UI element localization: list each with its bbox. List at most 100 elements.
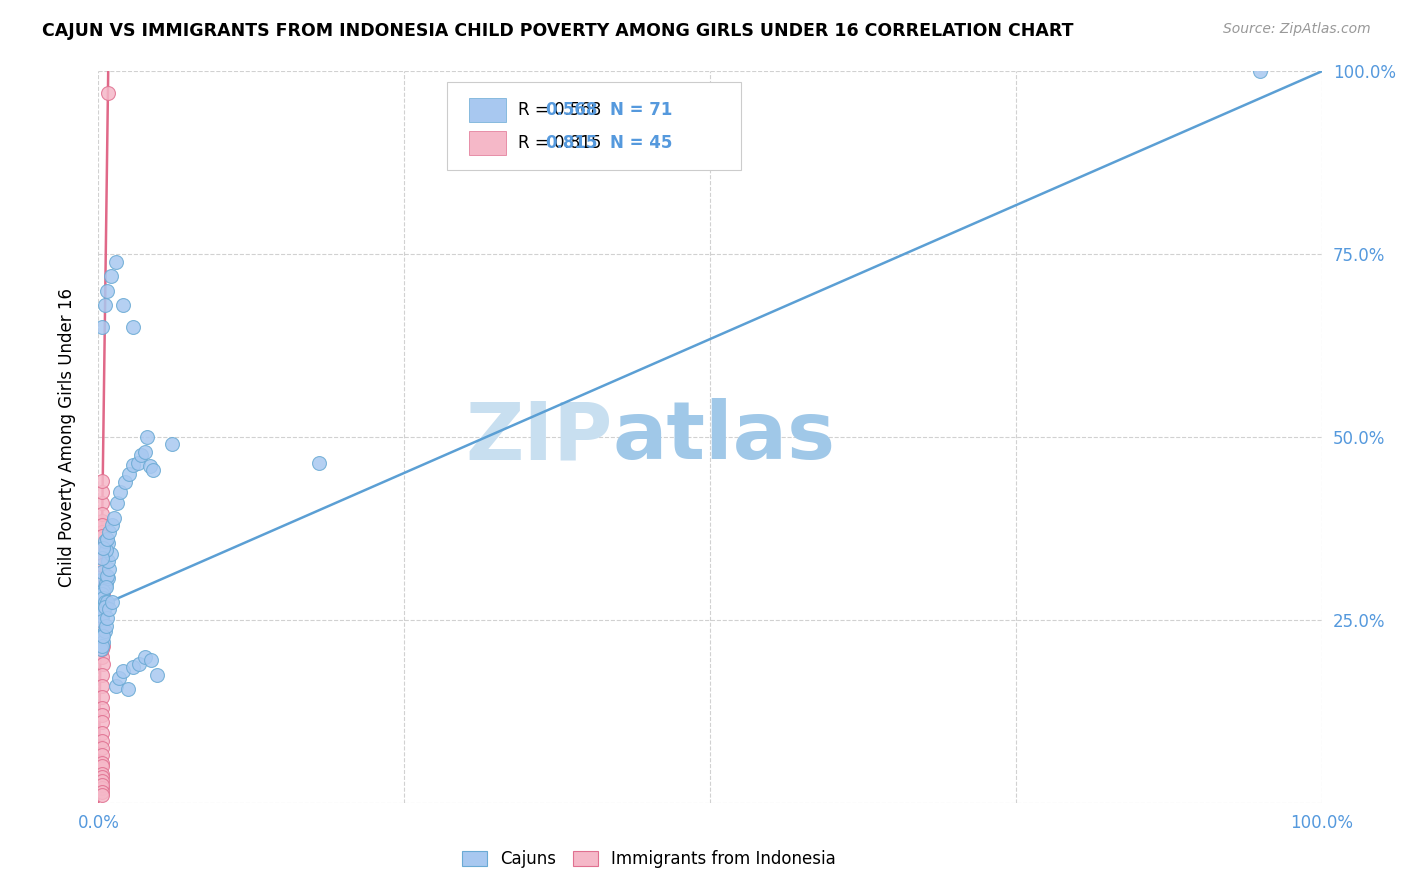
Point	[91, 639, 114, 653]
Point	[91, 649, 114, 664]
Text: R = 0.568: R = 0.568	[517, 101, 602, 120]
Text: CAJUN VS IMMIGRANTS FROM INDONESIA CHILD POVERTY AMONG GIRLS UNDER 16 CORRELATIO: CAJUN VS IMMIGRANTS FROM INDONESIA CHILD…	[42, 22, 1074, 40]
Point	[97, 570, 120, 584]
Text: N = 71: N = 71	[610, 101, 672, 120]
FancyBboxPatch shape	[447, 82, 741, 170]
Point	[103, 510, 125, 524]
Point	[117, 682, 139, 697]
Point	[91, 496, 114, 510]
Point	[114, 475, 136, 490]
Point	[91, 320, 114, 334]
Point	[91, 485, 114, 500]
Point	[98, 562, 121, 576]
Point	[91, 642, 114, 657]
Point	[90, 642, 112, 657]
Point	[91, 566, 114, 580]
Point	[110, 485, 132, 500]
Point	[129, 449, 152, 463]
Point	[94, 599, 117, 613]
Point	[111, 664, 134, 678]
Point	[91, 679, 114, 693]
Text: N = 45: N = 45	[610, 134, 672, 152]
Point	[93, 594, 115, 608]
Point	[98, 525, 121, 540]
Point	[91, 770, 114, 784]
Point	[91, 632, 114, 646]
Point	[90, 573, 112, 587]
Point	[91, 606, 114, 620]
Point	[91, 536, 114, 550]
Point	[91, 726, 114, 740]
Point	[96, 594, 118, 608]
Point	[91, 615, 114, 629]
Point	[97, 87, 120, 101]
Point	[91, 635, 114, 649]
Point	[90, 580, 112, 594]
Point	[94, 543, 117, 558]
Point	[91, 766, 114, 780]
Point	[91, 639, 114, 653]
Point	[105, 496, 128, 510]
Point	[91, 657, 114, 671]
Text: Source: ZipAtlas.com: Source: ZipAtlas.com	[1223, 22, 1371, 37]
Point	[91, 573, 114, 587]
Point	[96, 569, 118, 583]
Point	[98, 602, 121, 616]
Point	[91, 632, 114, 646]
Point	[111, 298, 134, 312]
Point	[160, 437, 183, 451]
Point	[91, 740, 114, 755]
Point	[91, 781, 114, 796]
Point	[136, 430, 159, 444]
Point	[91, 606, 114, 620]
Point	[90, 602, 112, 616]
Point	[93, 533, 115, 548]
Point	[91, 514, 114, 528]
Point	[142, 463, 165, 477]
Point	[91, 667, 114, 681]
Point	[101, 594, 124, 608]
Point	[91, 690, 114, 704]
Y-axis label: Child Poverty Among Girls Under 16: Child Poverty Among Girls Under 16	[58, 287, 76, 587]
Point	[121, 320, 143, 334]
Point	[91, 777, 114, 792]
FancyBboxPatch shape	[470, 131, 506, 154]
Point	[91, 507, 114, 521]
Point	[97, 536, 120, 550]
Point	[91, 474, 114, 488]
Point	[93, 298, 115, 312]
Text: 0.815: 0.815	[546, 134, 598, 152]
Point	[91, 591, 114, 605]
Point	[91, 700, 114, 714]
Point	[91, 620, 114, 634]
Point	[91, 733, 114, 747]
Text: atlas: atlas	[612, 398, 835, 476]
Point	[91, 541, 114, 556]
Point	[91, 756, 114, 770]
Point	[101, 517, 124, 532]
FancyBboxPatch shape	[470, 98, 506, 122]
Point	[91, 550, 114, 565]
Point	[100, 269, 122, 284]
Point	[1249, 64, 1271, 78]
Point	[91, 540, 114, 554]
Point	[91, 529, 114, 543]
Point	[91, 708, 114, 723]
Point	[91, 587, 114, 601]
Point	[127, 456, 149, 470]
Point	[96, 533, 118, 547]
Point	[128, 657, 150, 671]
Point	[96, 284, 118, 298]
Point	[91, 773, 114, 788]
Point	[104, 679, 127, 693]
Text: ZIP: ZIP	[465, 398, 612, 476]
Text: R = 0.815: R = 0.815	[517, 134, 602, 152]
Point	[96, 611, 118, 625]
Point	[91, 609, 114, 624]
Point	[91, 599, 114, 613]
Point	[91, 566, 114, 580]
Point	[134, 444, 156, 458]
Point	[91, 587, 114, 601]
Text: 0.568: 0.568	[546, 101, 598, 120]
Point	[139, 653, 162, 667]
